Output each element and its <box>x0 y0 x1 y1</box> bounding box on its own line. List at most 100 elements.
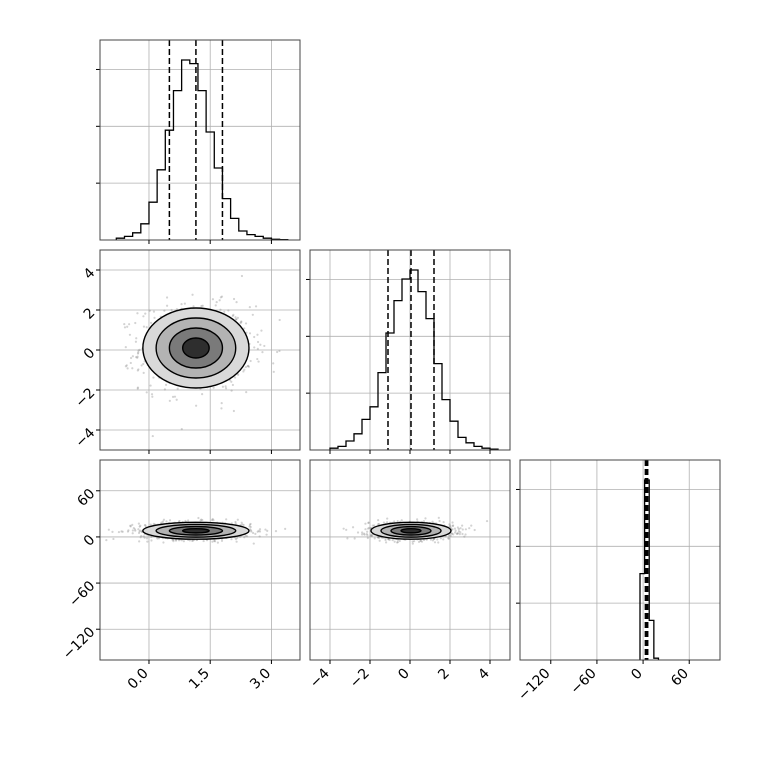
density-layer <box>105 516 287 545</box>
sample-point <box>225 518 228 521</box>
sample-point <box>168 399 171 402</box>
sample-point <box>234 522 237 525</box>
histogram-panel-2 <box>516 459 721 661</box>
sample-point <box>138 348 141 351</box>
x-tick-label: 3.0 <box>247 666 274 693</box>
sample-point <box>384 538 387 542</box>
sample-point <box>149 523 152 526</box>
sample-point <box>146 540 149 543</box>
sample-point <box>377 519 380 522</box>
sample-point <box>132 526 135 530</box>
sample-point <box>431 520 434 523</box>
sample-point <box>211 517 214 521</box>
sample-point <box>411 542 414 545</box>
sample-point <box>143 524 147 527</box>
sample-point <box>134 321 137 325</box>
contour-line <box>181 527 210 534</box>
sample-point <box>142 371 145 374</box>
contour-line <box>380 523 442 538</box>
sample-point <box>263 344 266 348</box>
sample-point <box>121 530 124 533</box>
sample-point <box>197 516 200 520</box>
sample-point <box>351 526 355 529</box>
sample-point <box>438 519 441 523</box>
sample-point <box>212 386 215 389</box>
sample-point <box>140 534 143 538</box>
sample-point <box>148 309 151 312</box>
sample-point <box>393 520 396 523</box>
density-level-fill <box>182 338 210 358</box>
sample-point <box>234 538 238 541</box>
sample-point <box>221 385 225 388</box>
sample-point <box>371 524 374 527</box>
x-tick-label: −120 <box>515 666 554 705</box>
sample-point <box>461 528 464 531</box>
2d-panel-1-2 <box>309 459 511 661</box>
sample-point <box>150 535 153 538</box>
sample-point <box>449 524 452 527</box>
sample-point <box>195 404 198 407</box>
2d-panel-0-2 <box>99 459 301 661</box>
sample-point <box>244 365 247 369</box>
sample-point <box>364 528 367 531</box>
sample-point <box>457 528 460 531</box>
sample-point <box>131 529 134 532</box>
sample-point <box>175 398 178 401</box>
sample-point <box>249 359 252 363</box>
sample-point <box>201 304 204 307</box>
x-tick-label: 0 <box>395 666 413 684</box>
sample-point <box>219 296 222 299</box>
sample-point <box>346 537 349 540</box>
contour-line <box>142 307 250 389</box>
sample-point <box>246 365 249 368</box>
axes-frame <box>99 39 301 241</box>
sample-point <box>180 427 183 431</box>
sample-point <box>366 530 369 533</box>
sample-point <box>256 530 259 533</box>
sample-point <box>200 304 203 308</box>
sample-point <box>215 301 218 304</box>
sample-point <box>145 391 148 394</box>
sample-point <box>272 362 275 365</box>
sample-point <box>230 538 233 541</box>
sample-point <box>136 386 140 389</box>
sample-point <box>135 337 138 340</box>
density-layer <box>342 516 489 545</box>
sample-point <box>258 530 262 533</box>
sample-point <box>165 520 168 523</box>
sample-point <box>370 534 373 538</box>
sample-point <box>468 527 471 530</box>
sample-point <box>256 333 259 336</box>
sample-point <box>236 537 239 540</box>
sample-point <box>129 524 132 527</box>
sample-point <box>237 373 240 376</box>
histogram-step-line <box>115 59 289 241</box>
sample-point <box>353 537 356 540</box>
sample-point <box>218 299 221 302</box>
y-tick-label: 2 <box>81 305 99 323</box>
sample-point <box>251 531 255 535</box>
sample-point <box>201 518 204 522</box>
sample-point <box>230 389 233 392</box>
sample-point <box>396 519 399 523</box>
sample-point <box>234 318 238 321</box>
sample-point <box>131 523 134 527</box>
sample-point <box>364 522 367 525</box>
sample-point <box>244 534 247 537</box>
sample-point <box>82 337 84 339</box>
sample-point <box>370 534 374 537</box>
sample-point <box>192 305 195 308</box>
sample-point <box>258 535 261 538</box>
sample-point <box>137 528 140 531</box>
sample-point <box>128 323 131 326</box>
sample-point <box>105 539 108 542</box>
sample-point <box>250 530 253 533</box>
sample-point <box>170 308 173 312</box>
contour-line <box>168 525 224 536</box>
sample-point <box>136 312 139 315</box>
sample-point <box>459 527 462 530</box>
sample-point <box>276 350 279 354</box>
sample-point <box>368 526 371 529</box>
sample-point <box>172 538 175 542</box>
sample-point <box>360 531 364 534</box>
